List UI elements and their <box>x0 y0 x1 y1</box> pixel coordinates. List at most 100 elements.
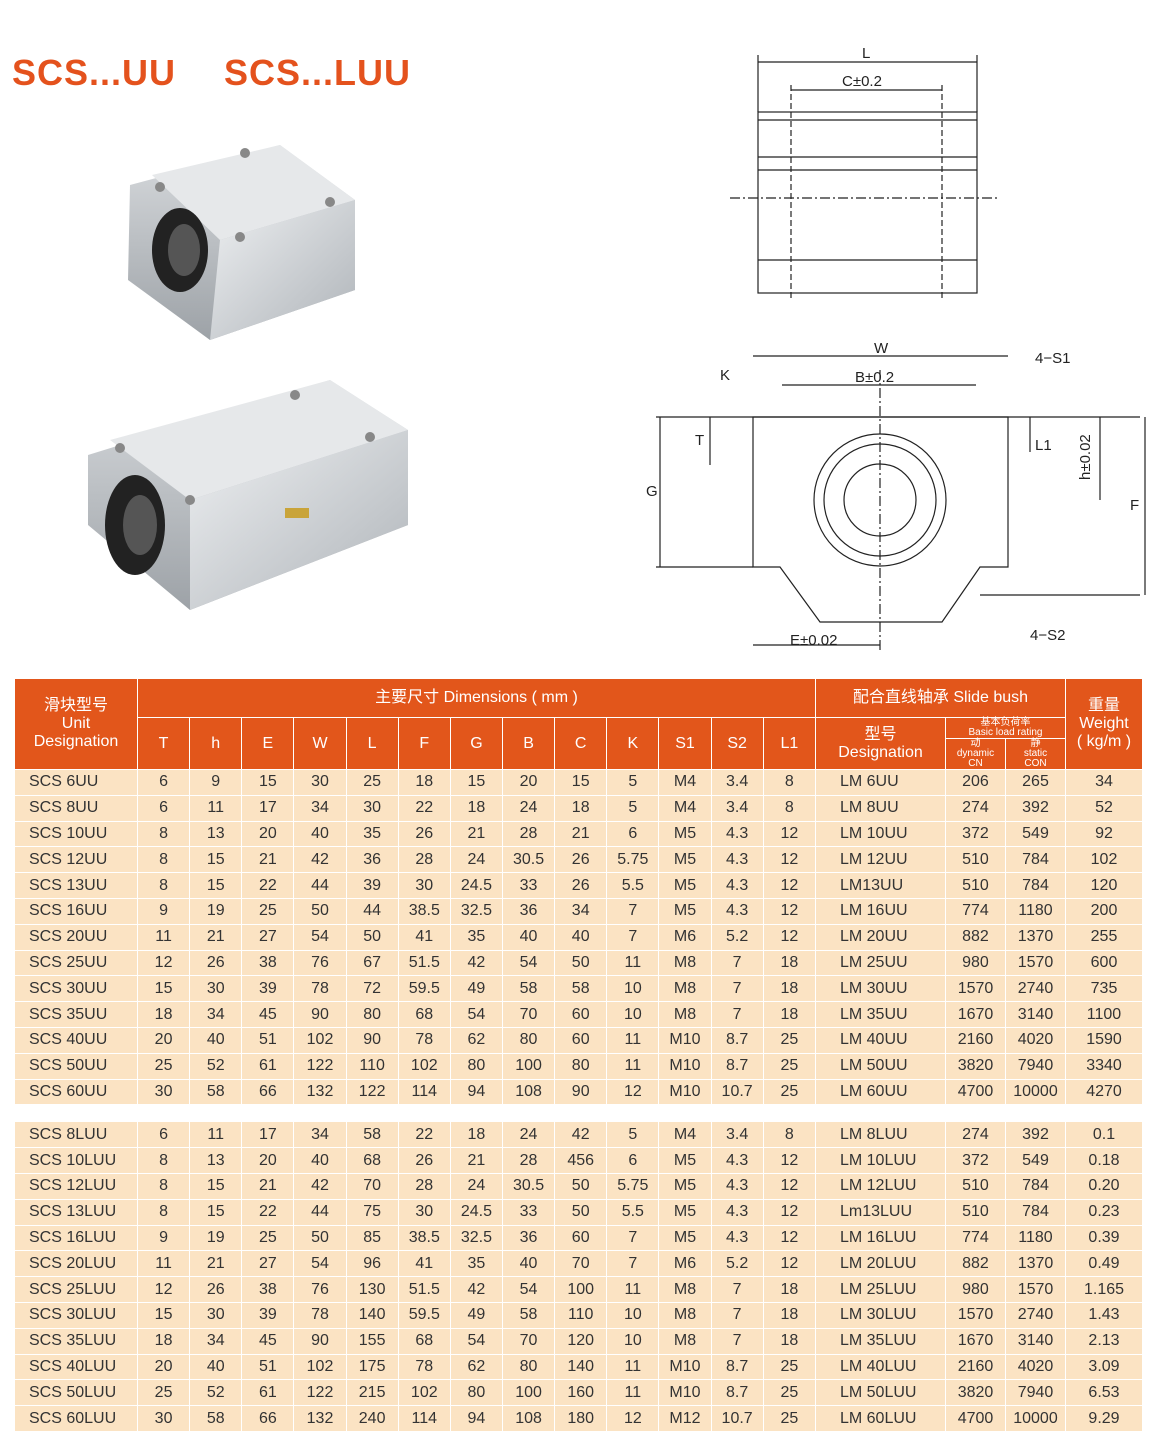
table-cell: M5 <box>658 1224 712 1252</box>
table-cell: 12 <box>136 1276 191 1303</box>
table-cell: 40 <box>501 923 556 951</box>
table-cell: LM 16LUU <box>814 1224 946 1252</box>
table-cell: SCS 30LUU <box>14 1301 138 1329</box>
table-cell: 70 <box>554 1250 608 1278</box>
table-cell: 1570 <box>944 1301 1006 1329</box>
separator-cell <box>14 1104 1143 1122</box>
table-cell: 36 <box>501 1224 556 1252</box>
table-cell: SCS 50LUU <box>14 1379 138 1407</box>
label-L: L <box>862 45 870 62</box>
header-static-en: static <box>1023 748 1048 759</box>
table-cell: 40 <box>293 820 347 848</box>
header-col-f: F <box>397 717 451 770</box>
table-cell: 20 <box>136 1353 191 1381</box>
table-cell: 12 <box>762 1250 816 1278</box>
table-row: SCS 6UU 6 9 15 30 25 18 15 20 15 5 M4 3.4 8 LM 6UU 206 2… <box>14 769 1143 796</box>
table-cell: 39 <box>241 1301 295 1329</box>
table-cell: 28 <box>397 1172 451 1200</box>
header-unit-cn: 滑块型号 <box>43 697 108 714</box>
table-cell: 392 <box>1004 1121 1067 1149</box>
table-cell: 21 <box>241 846 295 874</box>
table-cell: Lm13LUU <box>814 1198 946 1226</box>
table-cell: 50 <box>345 923 399 951</box>
table-cell: 80 <box>554 1052 608 1080</box>
table-cell: 78 <box>293 1301 347 1329</box>
header-load-rating: 基本负荷率 Basic load rating <box>944 717 1067 739</box>
table-cell: LM 35UU <box>814 1001 946 1028</box>
table-cell: 3.09 <box>1065 1353 1143 1381</box>
table-cell: 10000 <box>1004 1078 1067 1106</box>
table-cell: 94 <box>449 1078 503 1106</box>
table-cell: 4020 <box>1004 1026 1067 1054</box>
table-row: SCS 16UU 9 19 25 50 44 38.5 32.5 36 34 7 M5 4.3 12 LM … <box>14 897 1143 925</box>
table-cell: M8 <box>658 1301 712 1329</box>
table-cell: 21 <box>189 923 243 951</box>
table-cell: 34 <box>1065 769 1143 796</box>
table-cell: 6 <box>606 1147 660 1174</box>
table-cell: 5.75 <box>606 1172 660 1200</box>
table-cell: 68 <box>345 1147 399 1174</box>
table-cell: 1180 <box>1004 897 1067 925</box>
title-luu: SCS...LUU <box>224 52 412 93</box>
table-cell: 11 <box>136 1250 191 1278</box>
table-cell: 1.43 <box>1065 1301 1143 1329</box>
table-cell: 21 <box>241 1172 295 1200</box>
table-cell: 6 <box>136 769 191 796</box>
table-cell: 26 <box>554 846 608 874</box>
table-cell: 26 <box>397 820 451 848</box>
table-cell: 90 <box>293 1001 347 1028</box>
table-cell: 10 <box>606 975 660 1003</box>
table-cell: 549 <box>1004 1147 1067 1174</box>
table-cell: 58 <box>554 975 608 1003</box>
table-cell: 50 <box>293 897 347 925</box>
header-designation-cn: 型号 <box>864 725 897 743</box>
table-cell: 15 <box>136 975 191 1003</box>
header-dynamic: 动 dynamic CN <box>944 738 1006 770</box>
table-cell: 49 <box>449 1301 503 1329</box>
label-C: C±0.2 <box>842 73 882 90</box>
header-static: 静 static CON <box>1004 738 1067 770</box>
table-cell: 25 <box>762 1026 816 1054</box>
table-row: SCS 25UU 12 26 38 76 67 51.5 42 54 50 11 M8 7 18 LM 25… <box>14 949 1143 977</box>
table-cell: LM 30LUU <box>814 1301 946 1329</box>
table-cell: 4.3 <box>710 897 764 925</box>
table-cell: 510 <box>944 1198 1006 1226</box>
table-cell: LM 25LUU <box>814 1276 946 1303</box>
header-unit-en: Unit <box>61 715 91 732</box>
table-cell: SCS 8UU <box>14 794 138 822</box>
header-unit: 滑块型号 Unit Designation <box>14 678 138 770</box>
table-cell: 36 <box>501 897 556 925</box>
table-cell: 25 <box>345 769 399 796</box>
table-cell: 7 <box>710 1001 764 1028</box>
table-cell: 200 <box>1065 897 1143 925</box>
table-cell: 7 <box>710 1327 764 1355</box>
table-cell: 1.165 <box>1065 1276 1143 1303</box>
header-dynamic-cn: 动 <box>970 738 981 749</box>
table-cell: 35 <box>449 923 503 951</box>
table-cell: 50 <box>554 1172 608 1200</box>
table-cell: 42 <box>293 846 347 874</box>
table-cell: 54 <box>449 1327 503 1355</box>
table-row: SCS 12UU 8 15 21 42 36 28 24 30.5 26 5.75 M5 4.3 12 LM… <box>14 846 1143 874</box>
header-col-l: L <box>345 717 399 770</box>
table-cell: 25 <box>762 1405 816 1432</box>
table-cell: 42 <box>293 1172 347 1200</box>
table-cell: 52 <box>189 1379 243 1407</box>
header-weight-unit: ( kg/m ) <box>1076 733 1132 750</box>
header-col-l1: L1 <box>762 717 816 770</box>
table-cell: SCS 25UU <box>14 949 138 977</box>
table-cell: 206 <box>944 769 1006 796</box>
table-cell: 784 <box>1004 872 1067 899</box>
table-cell: 0.20 <box>1065 1172 1143 1200</box>
table-cell: 15 <box>189 1172 243 1200</box>
table-cell: 70 <box>501 1327 556 1355</box>
table-cell: 774 <box>944 897 1006 925</box>
table-cell: LM 40LUU <box>814 1353 946 1381</box>
table-cell: 784 <box>1004 1198 1067 1226</box>
label-F: F <box>1130 497 1139 514</box>
table-cell: 15 <box>189 1198 243 1226</box>
table-cell: 8 <box>762 1121 816 1149</box>
table-cell: 26 <box>189 949 243 977</box>
header-slide-bush: 配合直线轴承 Slide bush <box>814 678 1067 718</box>
